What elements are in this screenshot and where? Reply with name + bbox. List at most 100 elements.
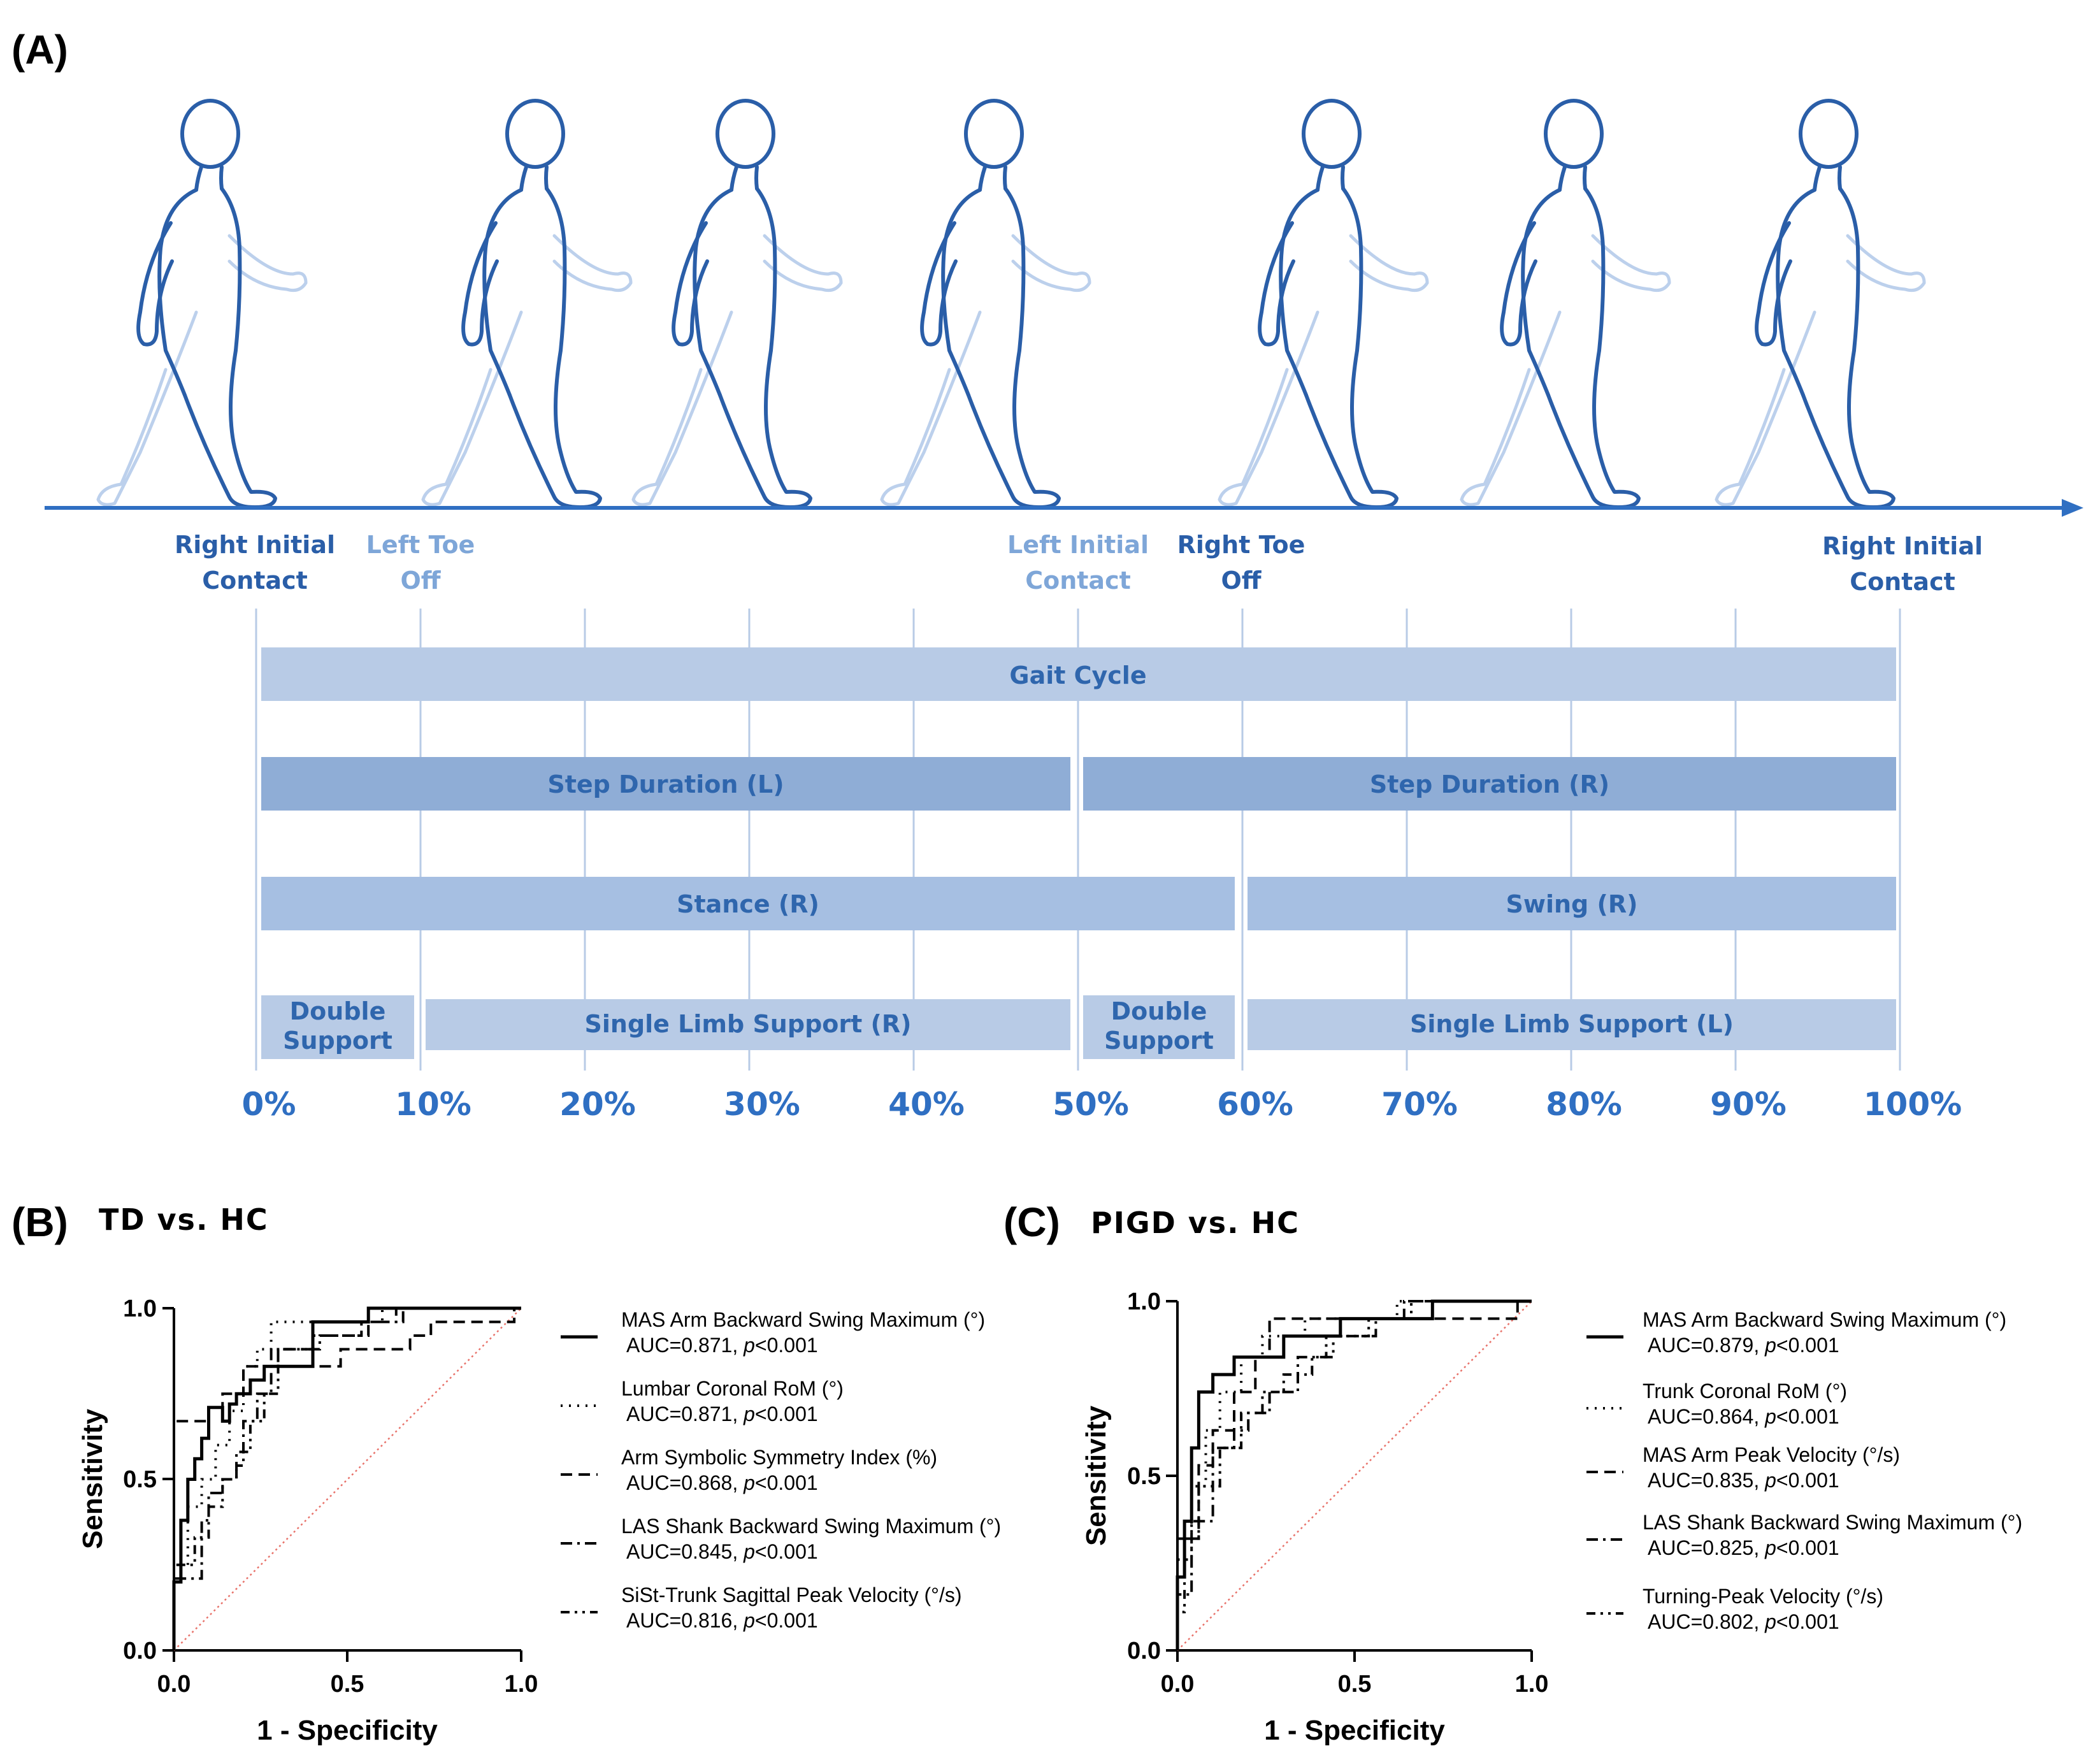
pct-70: 70%	[1381, 1086, 1458, 1123]
roc-b-legend-name-2: Lumbar Coronal RoM (°)	[621, 1377, 844, 1400]
roc-c-tick-marks	[1166, 1300, 1533, 1662]
walker-4	[882, 101, 1090, 507]
roc-c-curve-3	[1176, 1300, 1532, 1650]
bar-swing-right	[1248, 877, 1896, 930]
event-right-initial-contact-2-line1: Right Initial	[1822, 532, 1983, 560]
roc-c-xtick-1: 1.0	[1515, 1671, 1549, 1698]
bar-gait-cycle	[261, 647, 1896, 701]
event-right-initial-contact-1-line1: Right Initial	[175, 531, 335, 559]
roc-c-legend-auc-5: AUC=0.802, p<0.001	[1648, 1610, 1839, 1633]
event-left-initial-contact-line1: Left Initial	[1007, 531, 1149, 559]
roc-c-legend-name-1: MAS Arm Backward Swing Maximum (°)	[1643, 1308, 2006, 1331]
roc-b-legend-name-5: SiSt-Trunk Sagittal Peak Velocity (°/s)	[621, 1583, 961, 1606]
roc-c-curves	[1176, 1299, 1532, 1651]
walker-6	[1462, 101, 1669, 507]
panel-a-letter: (A)	[11, 27, 68, 73]
pct-50: 50%	[1053, 1086, 1129, 1123]
roc-b-legend-name-1: MAS Arm Backward Swing Maximum (°)	[621, 1308, 985, 1331]
roc-c-reference-line	[1177, 1301, 1532, 1651]
roc-b-curve-4	[173, 1307, 521, 1650]
roc-b-legend-auc-3: AUC=0.868, p<0.001	[626, 1471, 818, 1494]
walker-3	[633, 101, 841, 507]
roc-c-legend-auc-3: AUC=0.835, p<0.001	[1648, 1469, 1839, 1492]
panel-b-letter: (B)	[11, 1199, 68, 1245]
panel-b: (B) TD vs. HC 1.0 0.5 0.0 0.0 0.5 1.0 1 …	[11, 1199, 1001, 1746]
roc-b-xtick-0: 0.0	[157, 1671, 191, 1698]
event-left-initial-contact-line2: Contact	[1025, 566, 1131, 595]
roc-b-ytick-05: 0.5	[123, 1466, 157, 1493]
pct-10: 10%	[395, 1086, 471, 1123]
event-right-toe-off-line1: Right Toe	[1177, 531, 1305, 559]
bar-gait-cycle-label: Gait Cycle	[1009, 661, 1146, 689]
roc-c-ytick-05: 0.5	[1127, 1463, 1161, 1490]
pct-20: 20%	[559, 1086, 636, 1123]
roc-c-legend-auc-4: AUC=0.825, p<0.001	[1648, 1536, 1839, 1559]
pct-100: 100%	[1864, 1086, 1962, 1123]
event-labels: Right Initial Contact Left Toe Off Left …	[175, 531, 1983, 596]
roc-c-legend-name-4: LAS Shank Backward Swing Maximum (°)	[1643, 1511, 2022, 1534]
roc-b-xtick-05: 0.5	[331, 1671, 364, 1698]
roc-c-curve-1	[1176, 1299, 1532, 1650]
bar-step-right-label: Step Duration (R)	[1370, 770, 1609, 798]
pct-40: 40%	[888, 1086, 965, 1123]
walking-figures	[98, 101, 1924, 507]
roc-b-xtick-1: 1.0	[505, 1671, 538, 1698]
event-left-toe-off-line2: Off	[400, 566, 441, 595]
roc-c-xtick-0: 0.0	[1161, 1671, 1195, 1698]
roc-b-legend: MAS Arm Backward Swing Maximum (°) AUC=0.…	[561, 1308, 1001, 1632]
roc-b-legend-name-4: LAS Shank Backward Swing Maximum (°)	[621, 1515, 1001, 1538]
roc-b-legend-name-3: Arm Symbolic Symmetry Index (%)	[621, 1446, 937, 1469]
roc-c-legend-name-5: Turning-Peak Velocity (°/s)	[1643, 1585, 1883, 1608]
roc-b-legend-auc-2: AUC=0.871, p<0.001	[626, 1403, 818, 1425]
event-right-initial-contact-2-line2: Contact	[1850, 568, 1955, 596]
roc-c-curve-5	[1176, 1300, 1532, 1650]
pct-80: 80%	[1546, 1086, 1622, 1123]
bar-step-left	[261, 757, 1070, 811]
bar-step-right	[1083, 757, 1896, 811]
roc-b-ylabel: Sensitivity	[77, 1408, 108, 1549]
bar-swing-right-label: Swing (R)	[1506, 890, 1638, 918]
bar-double-support-2	[1083, 995, 1235, 1059]
phase-bars: Gait Cycle Step Duration (L) Step Durati…	[261, 647, 1896, 1059]
roc-c-xtick-05: 0.5	[1338, 1671, 1372, 1698]
bar-single-limb-left	[1248, 999, 1896, 1050]
roc-c-curve-4	[1176, 1300, 1532, 1650]
roc-b-legend-auc-1: AUC=0.871, p<0.001	[626, 1334, 818, 1357]
roc-c-legend: MAS Arm Backward Swing Maximum (°) AUC=0.…	[1586, 1308, 2022, 1633]
percent-ticks: 0% 10% 20% 30% 40% 50% 60% 70% 80% 90% 1…	[242, 1086, 1962, 1123]
roc-c-legend-auc-1: AUC=0.879, p<0.001	[1648, 1334, 1839, 1357]
event-right-initial-contact-1-line2: Contact	[202, 566, 308, 595]
walker-1	[98, 101, 306, 507]
event-left-toe-off-line1: Left Toe	[366, 531, 475, 559]
bar-single-limb-right	[426, 999, 1070, 1050]
bar-step-left-label: Step Duration (L)	[547, 770, 784, 798]
roc-b-ytick-0: 0.0	[123, 1638, 157, 1664]
roc-b-ytick-1: 1.0	[123, 1295, 157, 1322]
roc-b-tick-marks	[162, 1307, 522, 1662]
bar-double-support-1-line2: Support	[283, 1027, 392, 1055]
roc-c-curve-2	[1176, 1300, 1532, 1650]
bar-double-support-2-line1: Double	[1111, 997, 1207, 1025]
roc-c-ytick-1: 1.0	[1127, 1288, 1161, 1315]
roc-b-curves	[172, 1306, 522, 1651]
pct-0: 0%	[242, 1086, 296, 1123]
roc-c-legend-auc-2: AUC=0.864, p<0.001	[1648, 1405, 1839, 1428]
roc-b-curve-5	[173, 1307, 521, 1650]
event-right-toe-off-line2: Off	[1221, 566, 1262, 595]
panel-c: (C) PIGD vs. HC 1.0 0.5 0.0 0.0 0.5 1.0 …	[1003, 1199, 2022, 1746]
roc-c-xlabel: 1 - Specificity	[1264, 1715, 1445, 1746]
roc-c-plot: 1.0 0.5 0.0 0.0 0.5 1.0 1 - Specificity …	[1081, 1288, 1548, 1746]
bar-double-support-2-line2: Support	[1104, 1027, 1214, 1055]
roc-b-xlabel: 1 - Specificity	[257, 1715, 438, 1746]
roc-c-legend-name-3: MAS Arm Peak Velocity (°/s)	[1643, 1443, 1900, 1466]
bar-double-support-1-line1: Double	[290, 997, 386, 1025]
walker-2	[423, 101, 631, 507]
roc-c-legend-name-2: Trunk Coronal RoM (°)	[1643, 1380, 1847, 1403]
bar-double-support-1	[261, 995, 414, 1059]
roc-c-ylabel: Sensitivity	[1081, 1405, 1112, 1546]
roc-c-ytick-0: 0.0	[1127, 1638, 1161, 1664]
bar-stance-right-label: Stance (R)	[677, 890, 819, 918]
pct-90: 90%	[1710, 1086, 1787, 1123]
walker-5	[1219, 101, 1427, 507]
